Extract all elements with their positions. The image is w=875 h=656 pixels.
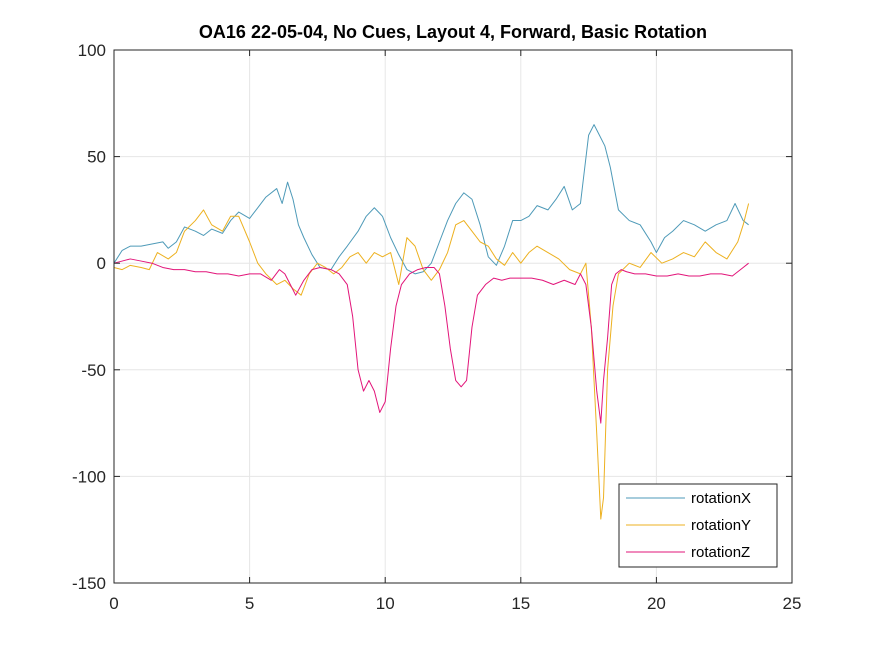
legend-label-rotationX: rotationX (691, 490, 751, 507)
y-tick-label: 100 (78, 41, 106, 60)
series-line-rotationZ (113, 258, 749, 424)
axes-box (113, 49, 793, 584)
legend: rotationX rotationY rotationZ (618, 483, 778, 568)
x-tick-label: 10 (376, 594, 395, 613)
y-tick-label: -150 (72, 574, 106, 593)
y-tick-label: 50 (87, 148, 106, 167)
chart-title: OA16 22-05-04, No Cues, Layout 4, Forwar… (199, 22, 707, 42)
series-line-rotationY (113, 203, 750, 520)
x-tick-label: 25 (783, 594, 802, 613)
series-line-rotationX (113, 124, 749, 275)
y-tick-label: -100 (72, 467, 106, 486)
y-tick-label: -50 (81, 361, 106, 380)
ticks: 0 5 10 15 20 25 -150 -100 -50 0 50 100 (72, 41, 801, 613)
x-tick-label: 15 (511, 594, 530, 613)
x-tick-label: 0 (109, 594, 118, 613)
series-group (113, 124, 750, 520)
x-tick-label: 20 (647, 594, 666, 613)
x-tick-label: 5 (245, 594, 254, 613)
legend-label-rotationZ: rotationZ (691, 544, 750, 561)
legend-label-rotationY: rotationY (691, 517, 751, 534)
y-tick-label: 0 (97, 254, 106, 273)
